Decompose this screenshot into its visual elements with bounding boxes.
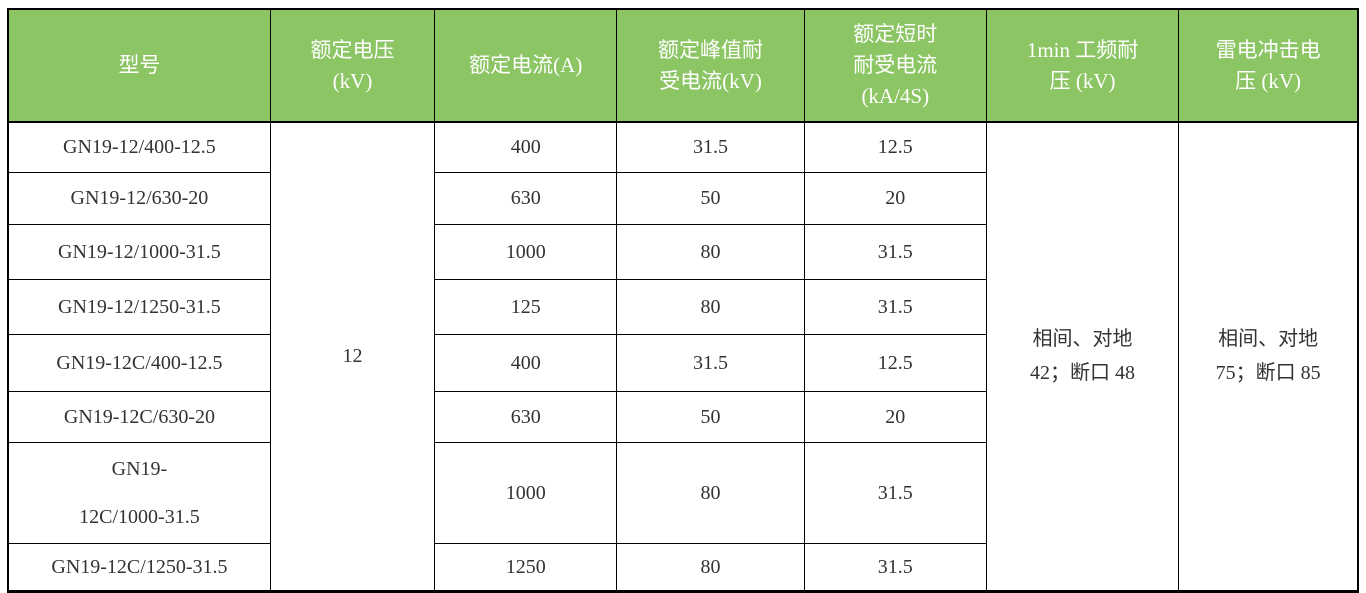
header-rated-voltage: 额定电压 (kV) xyxy=(269,8,436,123)
table-row: GN19-12/1000-31.5 1000 80 31.5 xyxy=(7,223,1358,280)
lightning-impulse-merged-cell: 相间、对地 75；断口 85 xyxy=(1178,121,1359,592)
short-time-current-cell: 12.5 xyxy=(803,121,987,173)
model-cell: GN19-12C/400-12.5 xyxy=(7,333,271,392)
rated-current-cell: 400 xyxy=(434,333,618,392)
header-model: 型号 xyxy=(7,8,271,123)
header-lightning-impulse-voltage: 雷电冲击电 压 (kV) xyxy=(1178,8,1359,123)
header-power-freq-withstand-voltage: 1min 工频耐 压 (kV) xyxy=(985,8,1180,123)
short-time-current-cell: 20 xyxy=(803,390,987,443)
rated-current-cell: 400 xyxy=(434,121,618,173)
model-cell: GN19-12C/1250-31.5 xyxy=(7,542,271,592)
rated-current-cell: 630 xyxy=(434,390,618,443)
model-cell: GN19-12/1000-31.5 xyxy=(7,223,271,280)
short-time-current-cell: 31.5 xyxy=(803,223,987,280)
table-header: 型号 额定电压 (kV) 额定电流(A) 额定峰值耐 受电流(kV) 额定短时 … xyxy=(7,8,1359,123)
peak-current-cell: 31.5 xyxy=(616,333,805,392)
rated-current-cell: 1250 xyxy=(434,542,618,592)
peak-current-cell: 80 xyxy=(616,542,805,592)
peak-current-cell: 80 xyxy=(616,441,805,544)
rated-current-cell: 125 xyxy=(434,278,618,335)
model-cell: GN19-12/400-12.5 xyxy=(7,121,271,173)
header-short-time-withstand-current: 额定短时 耐受电流 (kA/4S) xyxy=(803,8,987,123)
power-freq-merged-cell: 相间、对地 42；断口 48 xyxy=(985,121,1180,592)
peak-current-cell: 80 xyxy=(616,223,805,280)
table-row: GN19-12C/630-20 630 50 20 xyxy=(7,390,1358,443)
short-time-current-cell: 20 xyxy=(803,171,987,225)
peak-current-cell: 80 xyxy=(616,278,805,335)
short-time-current-cell: 31.5 xyxy=(803,542,987,592)
table-row: GN19- 12C/1000-31.5 1000 80 31.5 xyxy=(7,441,1358,544)
header-row: 型号 额定电压 (kV) 额定电流(A) 额定峰值耐 受电流(kV) 额定短时 … xyxy=(7,8,1359,123)
model-cell: GN19-12/630-20 xyxy=(7,171,271,225)
rated-current-cell: 1000 xyxy=(434,441,618,544)
table-body: GN19-12/400-12.5 12 400 31.5 12.5 相间、对地 … xyxy=(7,121,1359,592)
header-peak-withstand-current: 额定峰值耐 受电流(kV) xyxy=(616,8,805,123)
table-row: GN19-12/1250-31.5 125 80 31.5 xyxy=(7,278,1358,335)
table-row: GN19-12/630-20 630 50 20 xyxy=(7,171,1358,225)
short-time-current-cell: 12.5 xyxy=(803,333,987,392)
model-cell: GN19-12/1250-31.5 xyxy=(7,278,271,335)
spec-table: 型号 额定电压 (kV) 额定电流(A) 额定峰值耐 受电流(kV) 额定短时 … xyxy=(7,8,1359,593)
header-rated-current: 额定电流(A) xyxy=(434,8,618,123)
rated-current-cell: 1000 xyxy=(434,223,618,280)
short-time-current-cell: 31.5 xyxy=(803,278,987,335)
model-cell: GN19-12C/630-20 xyxy=(7,390,271,443)
peak-current-cell: 50 xyxy=(616,171,805,225)
rated-current-cell: 630 xyxy=(434,171,618,225)
peak-current-cell: 31.5 xyxy=(616,121,805,173)
model-cell: GN19- 12C/1000-31.5 xyxy=(7,441,271,544)
short-time-current-cell: 31.5 xyxy=(803,441,987,544)
rated-voltage-merged-cell: 12 xyxy=(269,121,436,592)
table-row: GN19-12/400-12.5 12 400 31.5 12.5 相间、对地 … xyxy=(7,121,1359,592)
table-row: GN19-12C/400-12.5 400 31.5 12.5 xyxy=(7,333,1358,392)
table-row: GN19-12C/1250-31.5 1250 80 31.5 xyxy=(7,542,1358,592)
peak-current-cell: 50 xyxy=(616,390,805,443)
